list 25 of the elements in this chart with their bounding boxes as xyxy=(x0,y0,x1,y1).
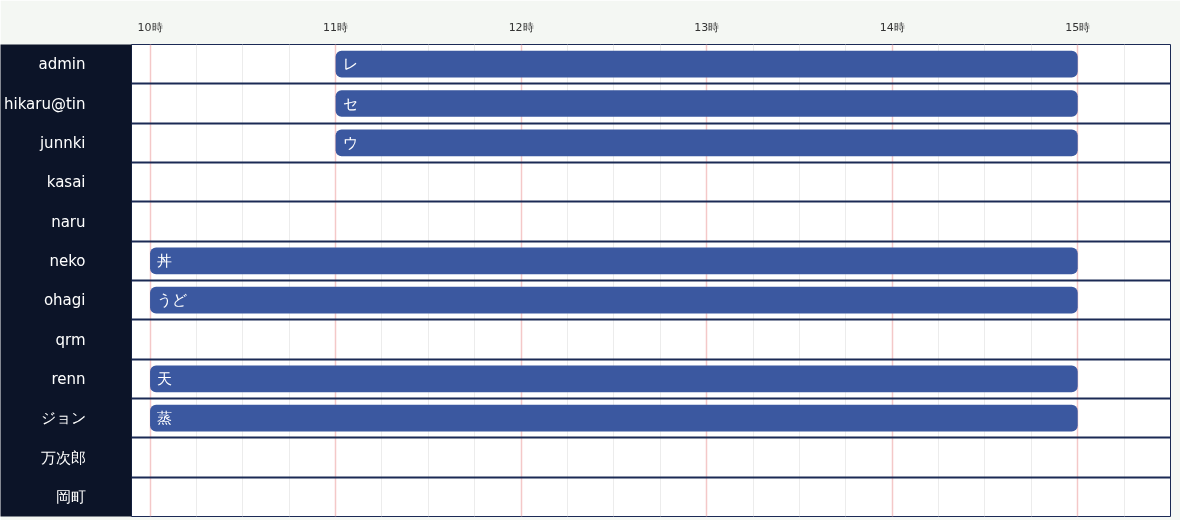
x-tick-label: 10時 xyxy=(137,20,163,34)
data-label: レ xyxy=(342,55,358,74)
x-tick-label: 12時 xyxy=(508,20,534,34)
y-tick-label: neko xyxy=(49,251,86,270)
x-tick-label: 13時 xyxy=(694,20,720,34)
y-tick-label: renn xyxy=(51,369,86,388)
y-tick-label: 万次郎 xyxy=(40,448,86,467)
y-tick-label: ohagi xyxy=(43,291,86,310)
y-tick-label: kasai xyxy=(46,173,86,192)
data-label: 丼 xyxy=(157,251,173,270)
y-tick-label: qrm xyxy=(55,330,86,349)
y-tick-label: ジョン xyxy=(40,409,86,428)
data-label: 天 xyxy=(157,369,173,388)
data-label: うど xyxy=(157,291,188,310)
y-tick-label: admin xyxy=(38,55,86,74)
x-tick-label: 11時 xyxy=(323,20,349,34)
data-label: 蒸 xyxy=(157,409,173,428)
y-tick-label: 岡町 xyxy=(55,487,86,506)
y-tick-label: junnki xyxy=(38,133,86,152)
data-label: ウ xyxy=(342,133,358,152)
y-tick-label: naru xyxy=(51,212,86,231)
x-tick-label: 14時 xyxy=(879,20,905,34)
y-tick-label: hikaru@tin xyxy=(3,94,86,113)
x-tick-label: 15時 xyxy=(1065,20,1091,34)
data-label: セ xyxy=(342,94,358,113)
